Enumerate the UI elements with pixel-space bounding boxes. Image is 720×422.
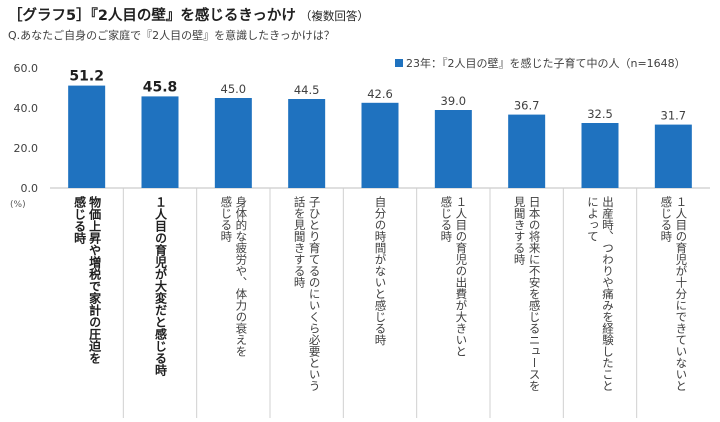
bar <box>581 123 619 188</box>
legend: 23年：『2人目の壁』を感じた子育て中の人（n=1648） <box>395 55 686 71</box>
y-tick-label: 40.0 <box>14 102 39 115</box>
category-label: 出産時、つわりや痛みを経験したこと によって <box>586 196 615 392</box>
data-label: 44.5 <box>294 83 320 97</box>
bar <box>68 85 106 188</box>
data-label: 32.5 <box>587 107 613 121</box>
category-label: 子ひとり育てるのにいくら必要という 話を見聞きする時 <box>292 196 322 392</box>
category-label: 日本の将来に不安を感じるニュースを 見聞きする時 <box>512 196 542 392</box>
data-label: 51.2 <box>69 69 104 85</box>
bar <box>508 114 546 188</box>
y-tick-label: 20.0 <box>14 142 39 155</box>
bar <box>434 110 472 188</box>
category-label: １人目の育児が大変だと感じる時 <box>153 196 168 376</box>
category-label: 自分の時間がないと感じる時 <box>373 196 388 346</box>
chart-title-text: ［グラフ5］『2人目の壁』を感じるきっかけ <box>8 8 296 24</box>
data-label: 39.0 <box>441 94 467 108</box>
data-label: 36.7 <box>514 99 540 113</box>
category-label: 身体的な疲労や、体力の衰えを 感じる時 <box>219 196 249 357</box>
data-label: 45.8 <box>143 79 178 95</box>
chart-title: ［グラフ5］『2人目の壁』を感じるきっかけ （複数回答） <box>8 4 369 25</box>
legend-label: 23年：『2人目の壁』を感じた子育て中の人（n=1648） <box>406 57 686 70</box>
question-text: Q.あなたご自身のご家庭で『2人目の壁』を意識したきっかけは？ <box>8 29 335 42</box>
chart-title-note: （複数回答） <box>299 9 369 23</box>
y-tick-label: 0.0 <box>21 182 39 195</box>
legend-swatch <box>395 59 403 67</box>
data-label: 45.0 <box>221 82 247 96</box>
y-unit-label: (%) <box>10 200 26 210</box>
bar <box>654 124 692 188</box>
data-label: 42.6 <box>367 87 393 101</box>
category-label: １人目の育児が十分にできていないと 感じる時 <box>659 196 689 392</box>
bar <box>288 99 326 188</box>
category-label: 物価上昇や増税で家計の圧迫を 感じる時 <box>72 196 102 364</box>
bar <box>214 98 252 188</box>
category-label: １人目の育児の出費が大きいと 感じる時 <box>439 196 469 357</box>
y-tick-label: 60.0 <box>14 62 39 75</box>
bar <box>361 102 399 188</box>
data-label: 31.7 <box>661 109 687 123</box>
bar <box>141 96 179 188</box>
